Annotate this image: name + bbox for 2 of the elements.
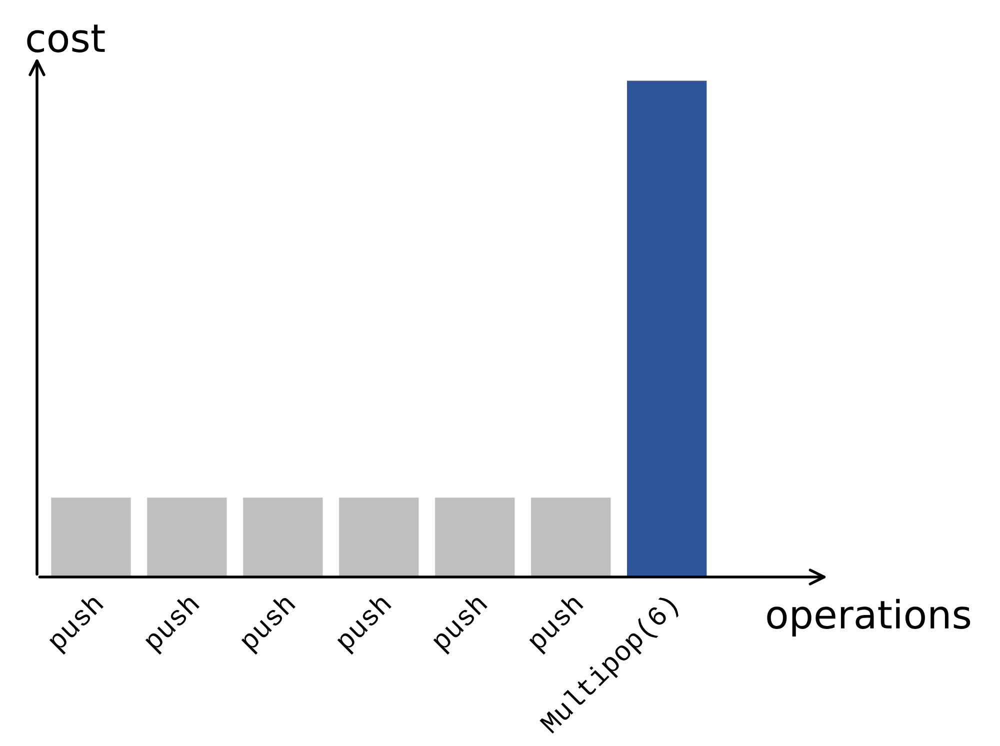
x-axis-title: operations <box>767 598 970 637</box>
y-axis-title: cost <box>27 24 105 52</box>
